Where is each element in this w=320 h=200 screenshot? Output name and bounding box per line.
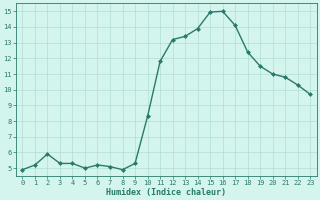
- X-axis label: Humidex (Indice chaleur): Humidex (Indice chaleur): [106, 188, 226, 197]
